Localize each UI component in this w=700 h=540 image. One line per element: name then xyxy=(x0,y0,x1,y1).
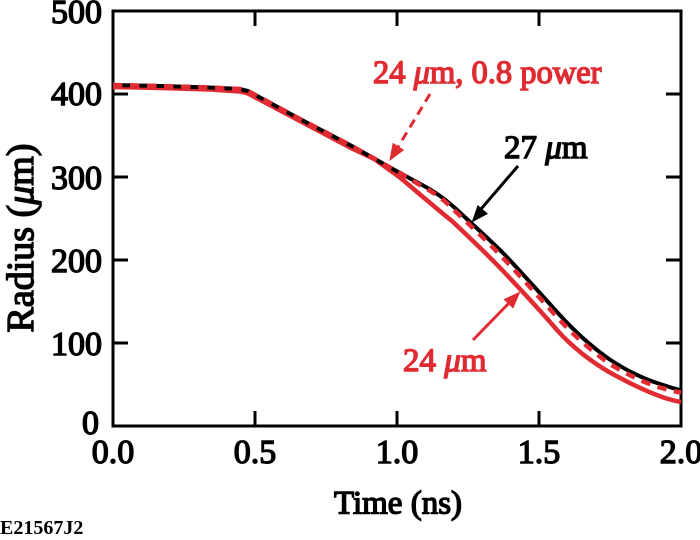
svg-text:0: 0 xyxy=(82,405,99,442)
svg-text:300: 300 xyxy=(51,160,102,197)
svg-text:Radius (μm): Radius (μm) xyxy=(0,143,42,332)
svg-text:2.0: 2.0 xyxy=(660,434,700,471)
svg-text:E21567J2: E21567J2 xyxy=(0,517,83,535)
svg-text:Time (ns): Time (ns) xyxy=(334,486,462,522)
svg-text:100: 100 xyxy=(51,326,102,363)
svg-text:400: 400 xyxy=(51,76,102,113)
svg-text:500: 500 xyxy=(51,0,102,31)
svg-text:27 μm: 27 μm xyxy=(504,130,588,166)
svg-text:24 μm, 0.8 power: 24 μm, 0.8 power xyxy=(373,55,602,91)
svg-text:1.5: 1.5 xyxy=(518,434,561,471)
svg-text:24 μm: 24 μm xyxy=(403,343,487,379)
svg-text:200: 200 xyxy=(51,243,102,280)
svg-text:0.0: 0.0 xyxy=(92,434,135,471)
svg-text:1.0: 1.0 xyxy=(376,434,419,471)
svg-text:0.5: 0.5 xyxy=(234,434,277,471)
